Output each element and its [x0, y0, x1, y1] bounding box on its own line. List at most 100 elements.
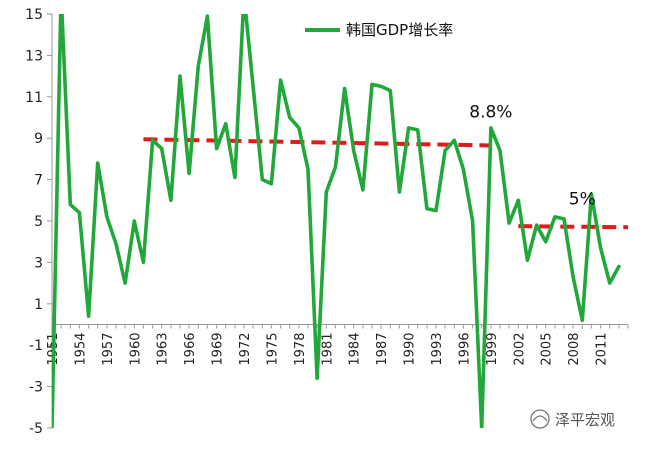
- legend: 韩国GDP增长率: [305, 21, 453, 39]
- data-point: [508, 221, 511, 224]
- x-tick-label: 1990: [403, 333, 418, 366]
- y-tick-label: -5: [29, 421, 43, 437]
- legend-label: 韩国GDP增长率: [346, 21, 453, 39]
- data-point: [361, 188, 364, 191]
- data-point: [562, 217, 565, 220]
- x-tick-label: 1969: [211, 333, 226, 366]
- data-point: [599, 246, 602, 249]
- data-point: [444, 149, 447, 152]
- data-point: [389, 89, 392, 92]
- y-tick-label: 3: [34, 255, 43, 271]
- data-point: [453, 139, 456, 142]
- trend-line: [143, 137, 491, 148]
- data-point: [325, 190, 328, 193]
- data-point: [215, 147, 218, 150]
- annotation-label: 5%: [569, 189, 596, 209]
- data-point: [416, 128, 419, 131]
- data-point: [352, 149, 355, 152]
- data-point: [471, 219, 474, 222]
- data-point: [169, 199, 172, 202]
- trend-lines: [143, 137, 629, 230]
- y-tick-label: 7: [34, 173, 43, 189]
- data-point: [87, 315, 90, 318]
- x-tick-label: 1978: [293, 333, 308, 366]
- data-point: [224, 122, 227, 125]
- annotations: 8.8% 5%: [469, 103, 596, 210]
- x-tick-label: 1954: [73, 333, 88, 366]
- data-point: [398, 190, 401, 193]
- data-point: [142, 261, 145, 264]
- x-tick-label: 1975: [265, 333, 280, 366]
- data-point: [434, 209, 437, 212]
- data-point: [517, 199, 520, 202]
- x-tick-label: 1996: [457, 333, 472, 366]
- y-tick-label: 13: [25, 48, 43, 64]
- y-tick-label: 1: [34, 297, 43, 313]
- data-point: [160, 147, 163, 150]
- data-point: [498, 149, 501, 152]
- y-tick-label: 15: [25, 7, 43, 23]
- data-point: [425, 207, 428, 210]
- annotation-label: 8.8%: [469, 103, 512, 123]
- data-point: [316, 377, 319, 380]
- data-point: [306, 168, 309, 171]
- data-point: [261, 178, 264, 181]
- data-point: [133, 219, 136, 222]
- x-tick-label: 1984: [348, 333, 363, 366]
- data-point: [233, 176, 236, 179]
- watermark: 泽平宏观: [530, 409, 615, 429]
- data-point: [178, 75, 181, 78]
- data-point: [105, 215, 108, 218]
- x-tick-label: 1987: [375, 333, 390, 366]
- x-tick-label: 1960: [128, 333, 143, 366]
- data-point: [489, 126, 492, 129]
- series-layer: [52, 14, 621, 428]
- x-tick-label: 1963: [156, 333, 171, 366]
- x-tick-label: 2011: [595, 333, 610, 366]
- data-point: [407, 126, 410, 129]
- data-point: [206, 14, 209, 17]
- data-point: [334, 166, 337, 169]
- y-tick-label: 11: [25, 90, 43, 106]
- data-point: [288, 116, 291, 119]
- data-point: [617, 265, 620, 268]
- trend-line: [518, 224, 629, 230]
- y-tick-label: -3: [29, 380, 43, 396]
- data-point: [572, 275, 575, 278]
- data-point: [197, 64, 200, 67]
- data-point: [608, 282, 611, 285]
- data-point: [124, 282, 127, 285]
- data-point: [553, 215, 556, 218]
- data-point: [78, 211, 81, 214]
- x-tick-label: 1966: [183, 333, 198, 366]
- data-point: [581, 319, 584, 322]
- data-point: [343, 87, 346, 90]
- x-axis: [51, 324, 629, 329]
- data-point: [535, 224, 538, 227]
- series-line: [52, 14, 621, 428]
- y-tick-label: -1: [29, 338, 43, 354]
- data-point: [114, 242, 117, 245]
- x-tick-label: 2002: [512, 333, 527, 366]
- data-point: [69, 203, 72, 206]
- x-tick-labels: 1951 1954 1957 1960 1963 1966 1969 1972 1975 1978…: [46, 333, 610, 366]
- x-tick-label: 1972: [238, 333, 253, 366]
- data-point: [188, 172, 191, 175]
- data-point: [279, 79, 282, 82]
- y-tick-label: 9: [34, 131, 43, 147]
- x-tick-label: 1999: [485, 333, 500, 366]
- x-tick-label: 1993: [430, 333, 445, 366]
- x-tick-label: 2005: [540, 333, 555, 366]
- data-point: [544, 240, 547, 243]
- data-point: [96, 161, 99, 164]
- watermark-label: 泽平宏观: [555, 411, 615, 429]
- x-tick-label: 2008: [567, 333, 582, 366]
- data-point: [151, 139, 154, 142]
- data-point: [370, 83, 373, 86]
- data-point: [270, 182, 273, 185]
- wechat-shell-icon: [530, 409, 550, 429]
- x-tick-label: 1957: [101, 333, 116, 366]
- data-point: [526, 259, 529, 262]
